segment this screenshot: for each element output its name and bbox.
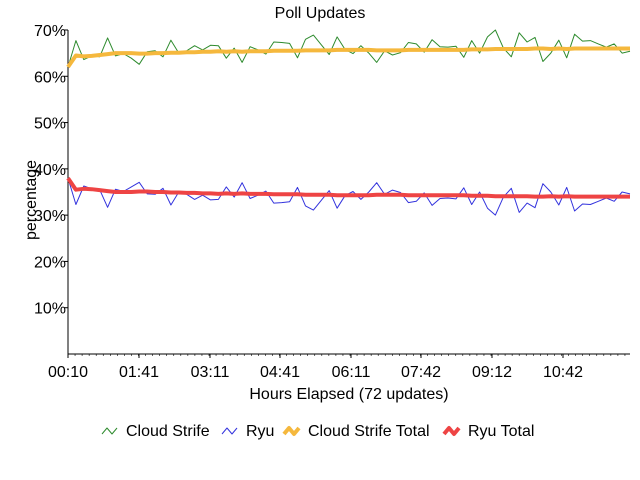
legend-label: Cloud Strife Total (308, 423, 430, 440)
legend-swatch (442, 426, 461, 436)
legend-swatch (101, 427, 118, 435)
plot-area (67, 30, 630, 355)
legend-swatch (221, 427, 238, 435)
y-axis-ticks: 10% 20% 30% 40% 50% 60% 70% (34, 23, 68, 318)
chart-title: Poll Updates (275, 5, 366, 22)
series-line-cloud-strife-total (66, 46, 630, 69)
series-line-ryu-total (66, 176, 630, 199)
x-tick-label: 07:42 (401, 364, 441, 381)
legend: Cloud Strife Ryu Cloud Strife Total Ryu Tot… (101, 423, 534, 440)
x-tick-label: 01:41 (119, 364, 159, 381)
x-tick-label: 03:11 (191, 364, 230, 381)
x-axis-label: Hours Elapsed (72 updates) (249, 386, 448, 403)
x-axis-ticks: 00:10 01:41 03:11 04:41 06:11 07:42 09:12 10:42 (48, 354, 626, 381)
legend-swatch (282, 426, 301, 436)
legend-label: Cloud Strife (126, 423, 210, 440)
y-tick-label: 50% (34, 116, 66, 133)
x-tick-label: 10:42 (543, 364, 583, 381)
legend-label: Ryu (246, 423, 274, 440)
y-tick-label: 60% (34, 69, 66, 86)
x-tick-label: 00:10 (48, 364, 88, 381)
y-axis-label: percentage (23, 160, 40, 240)
x-tick-label: 04:41 (260, 364, 300, 381)
y-tick-label: 10% (34, 301, 66, 318)
y-tick-label: 40% (34, 162, 66, 179)
y-tick-label: 30% (34, 208, 66, 225)
legend-label: Ryu Total (468, 423, 534, 440)
x-tick-label: 06:11 (332, 364, 371, 381)
y-tick-label: 20% (34, 254, 66, 271)
x-tick-label: 09:12 (472, 364, 512, 381)
y-tick-label: 70% (34, 23, 66, 40)
series-layer (66, 29, 631, 216)
